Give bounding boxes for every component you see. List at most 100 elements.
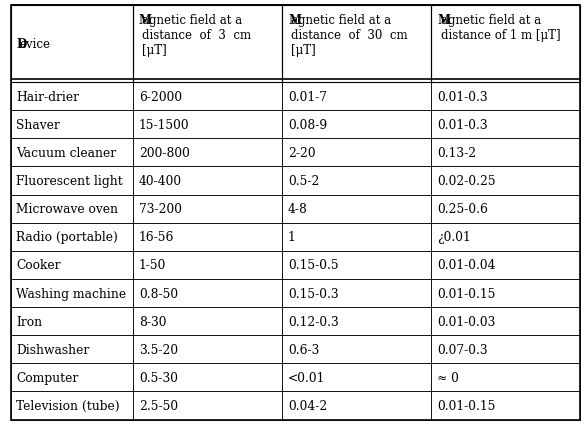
Bar (431, 391, 580, 420)
Bar (282, 167, 431, 195)
Bar (282, 279, 431, 307)
Bar (431, 139, 580, 167)
Bar (282, 195, 431, 223)
Text: 6-2000: 6-2000 (139, 90, 182, 104)
Bar (431, 6, 580, 83)
Bar (11, 195, 133, 223)
Text: Television (tube): Television (tube) (16, 399, 120, 412)
Bar (11, 391, 133, 420)
Bar (431, 223, 580, 251)
Bar (133, 6, 282, 83)
Text: Vacuum cleaner: Vacuum cleaner (16, 147, 117, 159)
Bar (133, 335, 282, 363)
Text: Washing machine: Washing machine (16, 287, 127, 300)
Bar (282, 83, 431, 111)
Text: agnetic field at a
distance  of  3  cm
[μT]: agnetic field at a distance of 3 cm [μT] (142, 14, 251, 57)
Bar (11, 279, 133, 307)
Bar (133, 83, 282, 111)
Bar (133, 391, 282, 420)
Text: 8-30: 8-30 (139, 315, 166, 328)
Text: Shaver: Shaver (16, 118, 60, 131)
Text: 0.01-0.15: 0.01-0.15 (437, 399, 495, 412)
Text: Hair-drier: Hair-drier (16, 90, 79, 104)
Text: agnetic field at a
distance  of  30  cm
[μT]: agnetic field at a distance of 30 cm [μT… (291, 14, 408, 57)
Bar (431, 251, 580, 279)
Bar (11, 251, 133, 279)
Text: 2-20: 2-20 (288, 147, 316, 159)
Text: ≈ 0: ≈ 0 (437, 371, 459, 384)
Text: 3.5-20: 3.5-20 (139, 343, 178, 356)
Text: 73-200: 73-200 (139, 203, 182, 216)
Bar (133, 307, 282, 335)
Bar (282, 6, 431, 83)
Bar (11, 363, 133, 391)
Text: M: M (139, 14, 152, 27)
Text: Dishwasher: Dishwasher (16, 343, 90, 356)
Bar (431, 363, 580, 391)
Bar (133, 139, 282, 167)
Text: 16-56: 16-56 (139, 231, 174, 244)
Text: 0.13-2: 0.13-2 (437, 147, 476, 159)
Text: 0.01-0.03: 0.01-0.03 (437, 315, 495, 328)
Bar (282, 307, 431, 335)
Text: 0.5-30: 0.5-30 (139, 371, 178, 384)
Text: Radio (portable): Radio (portable) (16, 231, 119, 244)
Bar (282, 223, 431, 251)
Bar (11, 139, 133, 167)
Text: 0.04-2: 0.04-2 (288, 399, 328, 412)
Text: 1-50: 1-50 (139, 259, 166, 272)
Text: 0.01-0.3: 0.01-0.3 (437, 118, 488, 131)
Bar (431, 111, 580, 139)
Bar (133, 251, 282, 279)
Text: 2.5-50: 2.5-50 (139, 399, 178, 412)
Bar (282, 335, 431, 363)
Bar (133, 195, 282, 223)
Bar (11, 335, 133, 363)
Bar (431, 167, 580, 195)
Bar (282, 391, 431, 420)
Bar (431, 195, 580, 223)
Bar (11, 83, 133, 111)
Bar (133, 167, 282, 195)
Bar (431, 83, 580, 111)
Text: Cooker: Cooker (16, 259, 61, 272)
Text: Computer: Computer (16, 371, 79, 384)
Text: ¿0.01: ¿0.01 (437, 231, 471, 244)
Text: 0.01-0.3: 0.01-0.3 (437, 90, 488, 104)
Text: 0.01-0.04: 0.01-0.04 (437, 259, 495, 272)
Bar (282, 111, 431, 139)
Text: <0.01: <0.01 (288, 371, 325, 384)
Bar (133, 279, 282, 307)
Bar (282, 363, 431, 391)
Bar (11, 111, 133, 139)
Text: 1: 1 (288, 231, 296, 244)
Bar (282, 251, 431, 279)
Bar (133, 111, 282, 139)
Text: 0.6-3: 0.6-3 (288, 343, 319, 356)
Bar (11, 6, 133, 83)
Text: agnetic field at a
distance of 1 m [μT]: agnetic field at a distance of 1 m [μT] (441, 14, 560, 42)
Text: Iron: Iron (16, 315, 43, 328)
Text: 0.08-9: 0.08-9 (288, 118, 328, 131)
Bar (11, 167, 133, 195)
Text: evice: evice (20, 38, 51, 51)
Bar (431, 335, 580, 363)
Bar (133, 363, 282, 391)
Text: 0.01-0.15: 0.01-0.15 (437, 287, 495, 300)
Text: 0.02-0.25: 0.02-0.25 (437, 175, 496, 187)
Text: 0.01-7: 0.01-7 (288, 90, 327, 104)
Text: 4-8: 4-8 (288, 203, 308, 216)
Text: 0.15-0.3: 0.15-0.3 (288, 287, 339, 300)
Text: 0.07-0.3: 0.07-0.3 (437, 343, 488, 356)
Text: M: M (437, 14, 450, 27)
Bar (431, 279, 580, 307)
Text: M: M (288, 14, 301, 27)
Bar (431, 307, 580, 335)
Text: 200-800: 200-800 (139, 147, 190, 159)
Text: 0.15-0.5: 0.15-0.5 (288, 259, 339, 272)
Text: 0.25-0.6: 0.25-0.6 (437, 203, 488, 216)
Bar (11, 223, 133, 251)
Bar (11, 307, 133, 335)
Text: Fluorescent light: Fluorescent light (16, 175, 123, 187)
Text: D: D (16, 38, 26, 51)
